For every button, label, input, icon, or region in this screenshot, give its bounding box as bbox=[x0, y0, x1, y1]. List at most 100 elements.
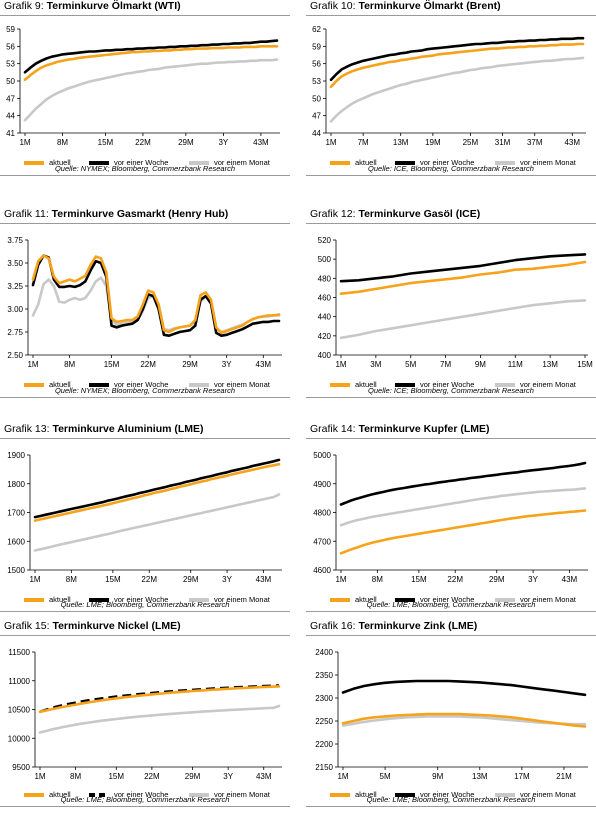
legend-swatch bbox=[495, 793, 515, 797]
legend: aktuell vor einer Woche vor einem Monat bbox=[330, 380, 590, 392]
y-tick-label: 1900 bbox=[7, 451, 25, 460]
x-tick-label: 3Y bbox=[218, 138, 228, 147]
x-tick-label: 29M bbox=[185, 772, 201, 781]
bottom-rule bbox=[0, 611, 290, 612]
legend-swatch bbox=[24, 793, 44, 797]
x-tick-label: 17M bbox=[514, 772, 530, 781]
x-tick-label: 15M bbox=[98, 138, 114, 147]
legend-label: vor einer Woche bbox=[420, 595, 475, 604]
y-tick-label: 53 bbox=[312, 77, 321, 86]
legend: aktuell vor einer Woche vor einem Monat bbox=[24, 595, 284, 607]
y-tick-label: 3.75 bbox=[7, 236, 23, 245]
legend-swatch bbox=[89, 383, 109, 387]
chart-number: Grafik 16: bbox=[310, 620, 359, 632]
y-tick-label: 9500 bbox=[12, 763, 30, 772]
chart-number: Grafik 11: bbox=[4, 208, 52, 220]
y-tick-label: 2300 bbox=[315, 694, 333, 703]
x-tick-label: 21M bbox=[556, 772, 572, 781]
y-tick-label: 4700 bbox=[313, 537, 331, 546]
legend-swatch bbox=[330, 383, 350, 387]
bottom-rule bbox=[0, 806, 290, 807]
y-tick-label: 2250 bbox=[315, 717, 333, 726]
legend-swatch bbox=[89, 793, 109, 797]
series-line-week bbox=[33, 458, 281, 519]
x-tick-label: 1M bbox=[337, 772, 348, 781]
y-tick-label: 2350 bbox=[315, 671, 333, 680]
chart-plot: 400 420 440 460 480 500 520 1M 3M 5M 7M 9M 11M 13M 15M bbox=[318, 236, 593, 369]
title-rule bbox=[306, 635, 596, 636]
x-tick-label: 13M bbox=[393, 138, 409, 147]
legend-swatch bbox=[24, 598, 44, 602]
y-tick-label: 3.25 bbox=[7, 282, 23, 291]
chart-panel: Grafik 16: Terminkurve Zink (LME) 2150 220… bbox=[306, 620, 596, 820]
y-tick-label: 56 bbox=[6, 42, 15, 51]
legend-swatch bbox=[24, 383, 44, 387]
y-tick-label: 400 bbox=[318, 351, 332, 360]
y-tick-label: 50 bbox=[6, 77, 15, 86]
x-tick-label: 43M bbox=[256, 772, 272, 781]
x-tick-label: 43M bbox=[564, 138, 580, 147]
y-tick-label: 4900 bbox=[313, 480, 331, 489]
chart-panel: Grafik 11: Terminkurve Gasmarkt (Henry H… bbox=[0, 208, 290, 408]
legend-label: aktuell bbox=[355, 158, 377, 167]
y-tick-label: 11500 bbox=[8, 648, 30, 657]
title-rule bbox=[0, 15, 290, 16]
chart-source: Quelle: LME; Bloomberg, Commerzbank Rese… bbox=[60, 795, 230, 804]
legend-label: vor einem Monat bbox=[520, 158, 576, 167]
chart-number: Grafik 15: bbox=[4, 620, 53, 632]
y-tick-label: 500 bbox=[318, 255, 332, 264]
y-tick-label: 440 bbox=[318, 313, 332, 322]
y-tick-label: 59 bbox=[312, 42, 321, 51]
series-line-aktuell bbox=[339, 260, 587, 295]
legend-swatch bbox=[395, 598, 415, 602]
series-line-aktuell bbox=[341, 712, 587, 728]
series-line-month bbox=[23, 58, 279, 122]
x-tick-label: 9M bbox=[432, 772, 443, 781]
legend-label: vor einem Monat bbox=[520, 595, 576, 604]
x-tick-label: 22M bbox=[140, 360, 156, 369]
y-tick-label: 2.75 bbox=[7, 328, 23, 337]
chart-title-text: Terminkurve Aluminium (LME) bbox=[52, 423, 204, 435]
y-tick-label: 62 bbox=[312, 25, 321, 34]
chart-source: Quelle: NYMEX; Bloomberg, Commerzbank Re… bbox=[54, 386, 236, 395]
chart-panel: Grafik 13: Terminkurve Aluminium (LME) 15… bbox=[0, 423, 290, 623]
series-line-aktuell bbox=[339, 509, 587, 555]
series-line-week bbox=[339, 461, 587, 506]
y-tick-label: 50 bbox=[312, 94, 321, 103]
series-line-week bbox=[339, 253, 587, 283]
legend-swatch bbox=[189, 161, 209, 165]
legend-swatch bbox=[330, 793, 350, 797]
legend-swatch bbox=[395, 383, 415, 387]
chart-title-text: Terminkurve Gasmarkt (Henry Hub) bbox=[51, 208, 229, 220]
x-tick-label: 29M bbox=[489, 575, 505, 584]
legend-label: aktuell bbox=[49, 595, 71, 604]
x-tick-label: 11M bbox=[508, 360, 523, 369]
chart-plot: 1500 1600 1700 1800 1900 1M 8M 15M 22M 29M 3Y 43M bbox=[7, 451, 282, 584]
x-tick-label: 25M bbox=[463, 138, 479, 147]
y-tick-label: 2400 bbox=[315, 648, 333, 657]
legend-swatch bbox=[24, 161, 44, 165]
series-line-aktuell bbox=[329, 42, 585, 89]
y-tick-label: 5000 bbox=[313, 451, 331, 460]
chart-plot: 2150 2200 2250 2300 2350 2400 1M 5M 9M 13M 17M 21M bbox=[315, 648, 588, 781]
legend-label: vor einer Woche bbox=[420, 158, 475, 167]
x-tick-label: 22M bbox=[141, 575, 157, 584]
chart-number: Grafik 14: bbox=[310, 423, 359, 435]
x-tick-label: 43M bbox=[256, 360, 272, 369]
y-tick-label: 2150 bbox=[315, 763, 333, 772]
legend-label: vor einer Woche bbox=[420, 790, 475, 799]
chart-title: Grafik 13: Terminkurve Aluminium (LME) bbox=[4, 423, 204, 435]
x-tick-label: 8M bbox=[57, 138, 68, 147]
y-tick-label: 1800 bbox=[7, 480, 25, 489]
legend-swatch bbox=[495, 161, 515, 165]
y-tick-label: 44 bbox=[312, 129, 321, 138]
chart-number: Grafik 12: bbox=[310, 208, 359, 220]
y-tick-label: 41 bbox=[6, 129, 15, 138]
legend-label: aktuell bbox=[49, 790, 71, 799]
y-tick-label: 1700 bbox=[7, 509, 25, 518]
x-tick-label: 5M bbox=[405, 360, 416, 369]
chart-source: Quelle: ICE; Bloomberg, Commerzbank Rese… bbox=[368, 386, 534, 395]
chart-title-text: Terminkurve Ölmarkt (WTI) bbox=[46, 0, 181, 12]
x-tick-label: 1M bbox=[29, 575, 40, 584]
y-tick-label: 47 bbox=[6, 94, 15, 103]
